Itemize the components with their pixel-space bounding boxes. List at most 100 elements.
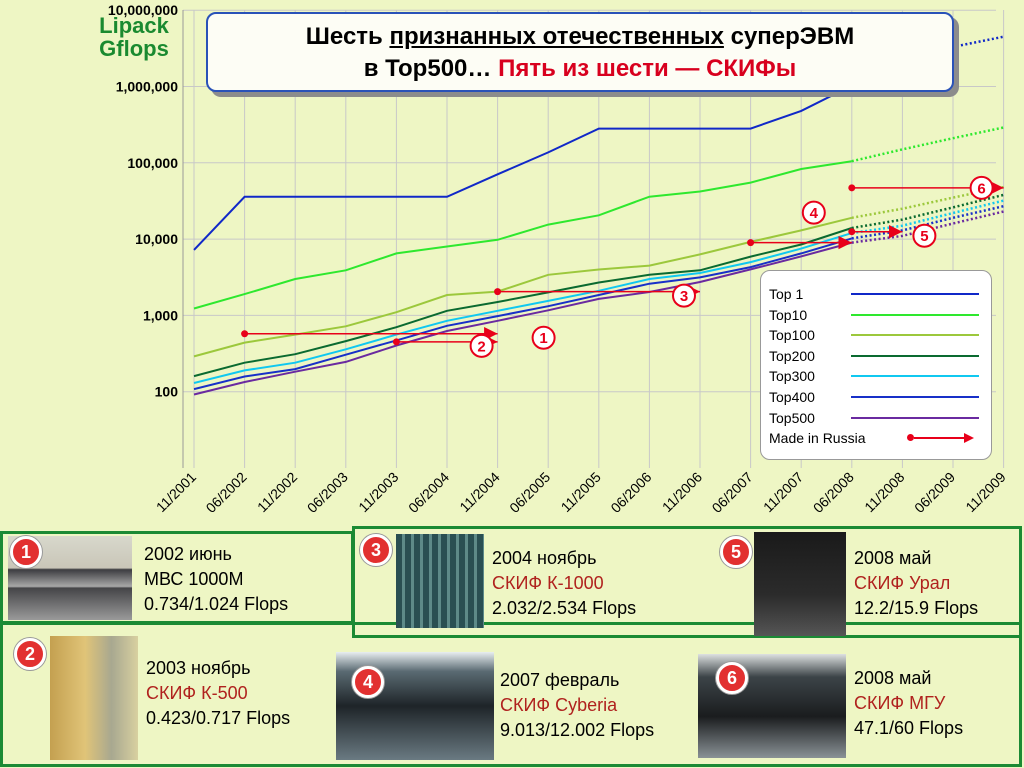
legend-swatch xyxy=(851,375,979,378)
legend-swatch xyxy=(851,334,979,337)
badge-3: 3 xyxy=(360,534,392,566)
legend-item-russia: Made in Russia xyxy=(769,429,991,450)
y-axis-title: Lipack Gflops xyxy=(86,14,182,60)
title-line-2: в Top500… Пять из шести — СКИФы xyxy=(208,53,952,85)
russia-badge-circle xyxy=(801,200,826,225)
russia-badge-circle xyxy=(969,175,994,200)
legend-item-top400: Top400 xyxy=(769,388,991,409)
y-axis-title-line1: Lipack xyxy=(99,13,169,38)
y-tick-label: 1,000,000 xyxy=(116,79,178,95)
legend-label: Top10 xyxy=(769,306,808,323)
x-tick-label: 11/2008 xyxy=(861,469,908,516)
series-projection-line xyxy=(851,185,1004,220)
russia-badge-circle xyxy=(912,223,937,248)
x-tick-label: 06/2005 xyxy=(506,469,553,516)
x-tick-label: 06/2006 xyxy=(607,469,654,516)
russia-point xyxy=(747,239,755,247)
card-3-flops: 2.032/2.534 Flops xyxy=(492,598,637,618)
y-axis-title-line2: Gflops xyxy=(99,36,169,61)
legend-item-top200: Top200 xyxy=(769,347,991,368)
machine-photo-5 xyxy=(754,532,846,636)
x-tick-label: 06/2002 xyxy=(203,469,250,516)
legend-label: Top100 xyxy=(769,327,815,344)
series-projection-line xyxy=(851,193,1004,230)
title-prefix: Шесть xyxy=(305,23,390,50)
y-tick-label: 100 xyxy=(155,384,179,400)
russia-point xyxy=(848,184,856,192)
russia-badge-label: 5 xyxy=(920,228,928,245)
legend-label: Top500 xyxy=(769,409,815,426)
card-1-text: 2002 июнь МВС 1000М 0.734/1.024 Flops xyxy=(144,542,288,617)
series-line xyxy=(193,160,852,310)
badge-2: 2 xyxy=(14,638,46,670)
legend-item-top1: Top 1 xyxy=(769,285,991,306)
x-tick-label: 11/2007 xyxy=(760,469,807,516)
russia-badge-label: 3 xyxy=(680,288,688,305)
russia-point xyxy=(848,228,856,236)
series-line xyxy=(193,237,853,391)
x-tick-label: 06/2003 xyxy=(304,469,351,516)
legend-label: Top400 xyxy=(769,388,815,405)
russia-dot-icon xyxy=(907,434,914,442)
card-2-flops: 0.423/0.717 Flops xyxy=(146,708,291,728)
title-line2-prefix: в Top500… xyxy=(363,55,499,82)
card-6-text: 2008 май СКИФ МГУ 47.1/60 Flops xyxy=(854,666,963,741)
card-5-text: 2008 май СКИФ Урал 12.2/15.9 Flops xyxy=(854,546,978,621)
badge-1: 1 xyxy=(10,536,42,568)
card-2-text: 2003 ноябрь СКИФ К-500 0.423/0.717 Flops xyxy=(146,656,290,731)
legend-item-top500: Top500 xyxy=(769,409,991,430)
series-projection-line xyxy=(851,199,1004,235)
series-line xyxy=(193,241,853,396)
badge-5: 5 xyxy=(720,536,752,568)
card-4-text: 2007 февраль СКИФ Cyberia 9.013/12.002 F… xyxy=(500,668,654,743)
card-2-model: СКИФ К-500 xyxy=(146,683,248,703)
x-tick-label: 06/2009 xyxy=(911,469,958,516)
series-projection-line xyxy=(851,126,1004,163)
title-line2-red: Пять из шести — СКИФы xyxy=(498,55,797,82)
y-tick-label: 100,000 xyxy=(127,155,178,171)
russia-arrow-line xyxy=(914,437,966,440)
arrow-right-icon xyxy=(964,433,974,444)
x-tick-label: 06/2007 xyxy=(709,469,756,516)
card-4-model: СКИФ Cyberia xyxy=(500,695,618,715)
legend-swatch xyxy=(851,354,979,357)
card-6-date: 2008 май xyxy=(854,668,932,688)
legend-swatch xyxy=(851,395,979,398)
x-tick-label: 11/2006 xyxy=(659,469,706,516)
legend-label: Made in Russia xyxy=(769,430,866,447)
card-5-date: 2008 май xyxy=(854,548,932,568)
russia-point xyxy=(241,330,249,338)
card-frame-group-bottom xyxy=(0,622,1022,767)
legend-item-top100: Top100 xyxy=(769,326,991,347)
badge-4: 4 xyxy=(352,666,384,698)
title-line-1: Шесть признанных отечественных суперЭВМ xyxy=(208,21,952,53)
russia-point xyxy=(392,338,400,346)
x-tick-label: 11/2004 xyxy=(456,469,503,516)
series-projection-line xyxy=(851,204,1004,240)
x-tick-label: 11/2002 xyxy=(254,469,301,516)
y-tick-label: 10,000,000 xyxy=(108,2,178,18)
x-tick-label: 11/2001 xyxy=(153,469,200,516)
russia-point xyxy=(494,288,502,296)
card-3-date: 2004 ноябрь xyxy=(492,548,597,568)
legend-label: Top300 xyxy=(769,368,815,385)
card-1-model: МВС 1000М xyxy=(144,569,244,589)
card-4-flops: 9.013/12.002 Flops xyxy=(500,720,655,740)
card-5-flops: 12.2/15.9 Flops xyxy=(854,598,979,618)
series-line xyxy=(193,232,853,384)
legend-label: Top200 xyxy=(769,347,815,364)
chart-title: Шесть признанных отечественных суперЭВМ … xyxy=(206,12,954,92)
russia-badge-label: 4 xyxy=(810,205,819,222)
x-tick-label: 11/2005 xyxy=(558,469,605,516)
machine-photo-2 xyxy=(50,636,138,760)
x-tick-label: 11/2009 xyxy=(962,469,1009,516)
legend-item-top10: Top10 xyxy=(769,306,991,327)
russia-badge-circle xyxy=(672,283,696,308)
legend-label: Top 1 xyxy=(769,286,804,302)
y-tick-label: 1,000 xyxy=(143,307,178,323)
x-tick-label: 11/2003 xyxy=(355,469,402,516)
russia-badge-label: 6 xyxy=(977,180,985,197)
machine-photo-3 xyxy=(396,534,484,628)
chart-legend: Top 1 Top10 Top100 Top200 Top300 Top400 … xyxy=(760,270,992,460)
badge-6: 6 xyxy=(716,662,748,694)
